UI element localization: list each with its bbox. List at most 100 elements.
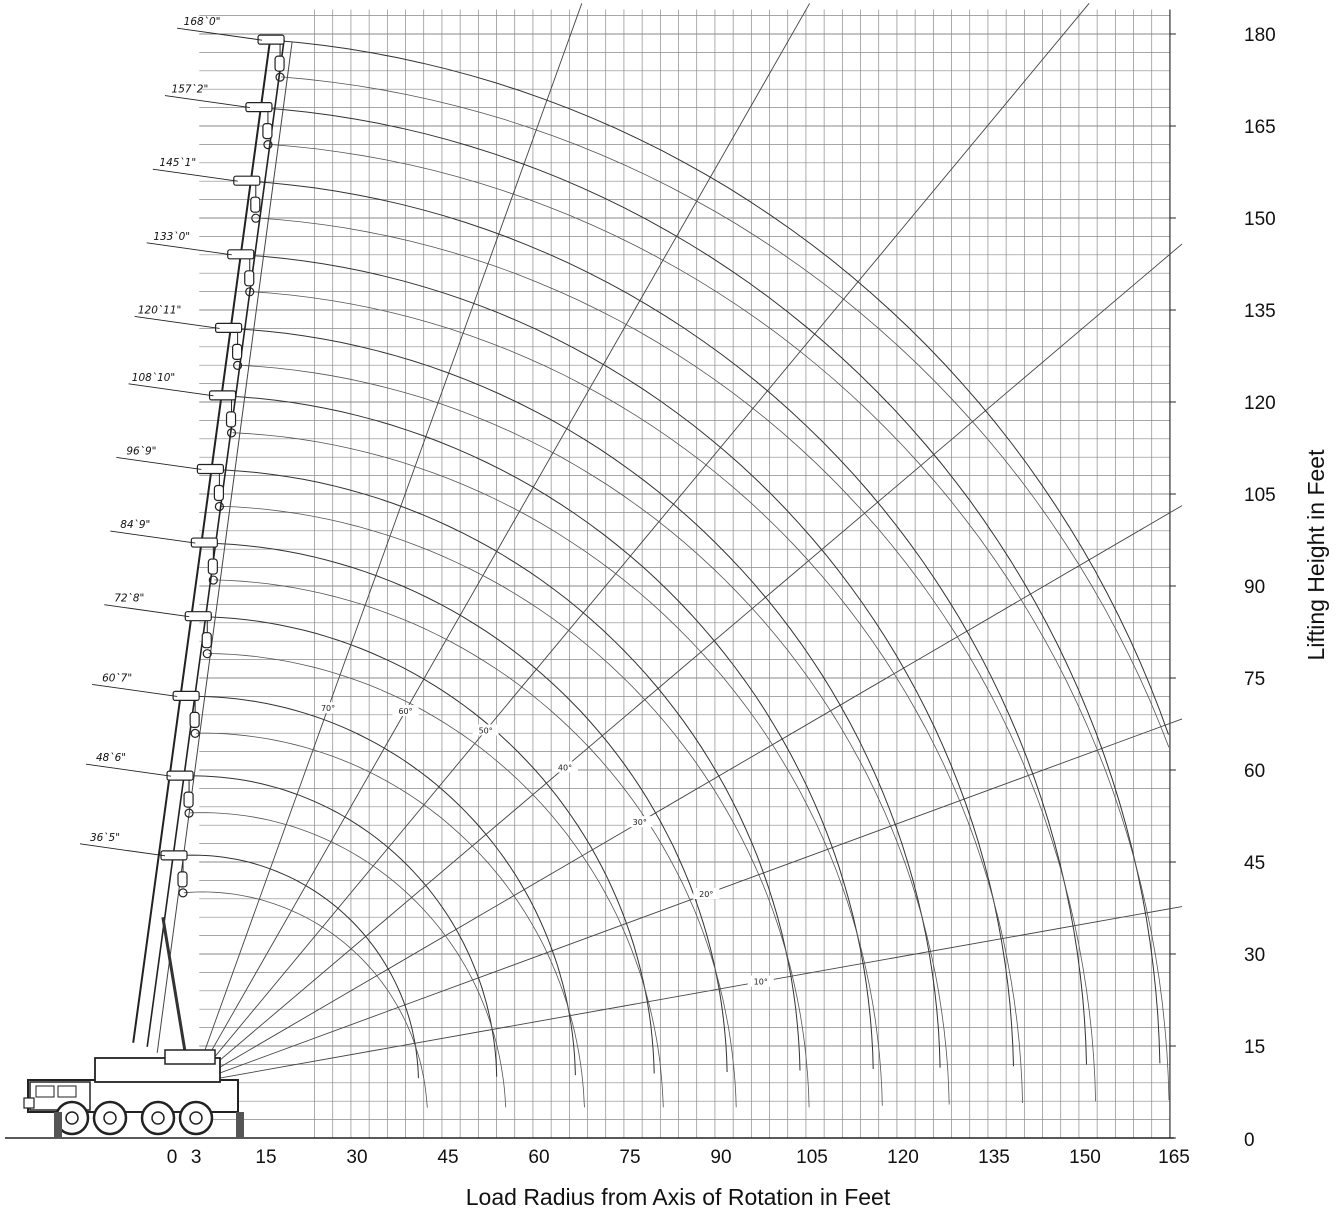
hook-arc [184,891,428,1108]
hook-block [201,632,212,649]
radius-arc [205,542,728,1073]
boom-label-leader [164,95,250,109]
boom-length-label: 48`6" [96,752,126,764]
y-tick-label: 180 [1244,25,1276,46]
boom-head [233,175,261,186]
boom-head [257,34,285,45]
boom-head [196,463,224,475]
boom-length-label: 84`9" [120,519,150,531]
wheel-hub [65,1111,79,1125]
angle-label-70: 70° [321,704,335,713]
counterweight [164,1049,216,1065]
angle-label-bg [315,702,342,714]
y-tick-label: 150 [1244,209,1276,230]
angle-line-20 [193,718,1183,1084]
hook [190,728,200,739]
boom-head [160,850,188,861]
wheel-hub [103,1111,117,1125]
luffing-cylinder [161,916,189,1065]
angle-label-60: 60° [398,707,412,716]
boom-length-label: 96`9" [126,445,156,457]
boom-label-leader [92,683,178,697]
boom-label-leader [110,530,196,544]
hook-arc [196,732,585,1108]
radius-arc [247,180,1087,1065]
y-tick-label: 165 [1244,117,1276,138]
boom-length-label: 157`2" [172,84,209,96]
radius-arc [241,254,1014,1067]
hook-arc [238,364,950,1105]
y-tick-label: 0 [1244,1130,1255,1151]
x-tick-label: 165 [1158,1147,1190,1168]
radius-arc [181,775,498,1077]
boom-label-leader [152,168,238,182]
boom-head [172,690,200,702]
angle-label-40: 40° [558,763,572,772]
boom-head [215,322,243,333]
boom-radius-arcs [174,39,1170,1108]
y-tick-label: 105 [1244,485,1276,506]
boom-length-label: 120`11" [138,304,181,316]
boom-length-labels: 168`0" 157`2" 145`1" 133`0" 120`11" 108`10" 96… [79,16,263,857]
boom-label-leader [116,457,202,470]
hook [226,428,237,438]
angle-label-bg [551,761,578,773]
x-tick-label: 60 [528,1147,549,1168]
hook-arc [268,144,1170,1101]
wheel-hub [189,1111,203,1125]
crane-illustration [23,34,293,1138]
boom-label-leader [146,242,232,256]
x-tick-label: 3 [191,1147,202,1168]
boom-length-label: 133`0" [153,231,190,243]
truck-window [57,1085,77,1098]
chart-grid [5,9,1174,1139]
hook-block [213,484,224,502]
boom-angle-lines [192,3,1183,1084]
axes: 0 3 15 30 45 60 75 90 105 120 135 150 16501530456075… [167,25,1276,1168]
front-bumper [23,1097,35,1109]
x-tick-label: 75 [619,1147,640,1168]
hook [245,287,255,297]
y-tick-label: 120 [1244,393,1276,414]
hook-arc [256,217,1096,1102]
angle-line-50 [192,3,1090,1084]
boom-length-label: 36`5" [90,832,120,844]
radius-arc [223,395,874,1070]
hook [214,501,224,512]
boom-head [208,390,237,401]
y-tick-label: 45 [1244,853,1265,874]
hook-block [225,411,237,428]
boom-label-leader [86,763,172,777]
x-tick-label: 150 [1069,1147,1101,1168]
x-tick-label: 45 [437,1147,458,1168]
hook-arc [281,76,1170,748]
boom-length-label: 145`1" [159,157,196,169]
radius-arc [211,469,801,1071]
boom-angle-labels: 70° 60° 50° 40° 30° 20° 10° [315,702,774,987]
angle-line-40 [192,243,1183,1084]
hook [178,888,188,898]
radius-arc [272,39,1169,735]
hook-block [183,791,194,808]
y-tick-label: 135 [1244,301,1276,322]
hook-arc [190,812,507,1108]
outrigger [54,1112,62,1138]
y-tick-label: 60 [1244,761,1265,782]
x-tick-label: 105 [796,1147,828,1168]
hook-block [262,122,273,140]
x-tick-label: 0 [167,1147,178,1168]
angle-label-bg [693,888,720,900]
hook [275,72,285,82]
x-tick-label: 120 [887,1147,919,1168]
boom-section-line [156,42,293,1053]
angle-label-20: 20° [699,890,713,899]
boom-length-label: 60`7" [102,672,132,684]
x-tick-label: 135 [978,1147,1010,1168]
y-tick-label: 90 [1244,577,1265,598]
hook [263,140,273,150]
angle-label-bg [626,816,653,828]
boom-length-label: 108`10" [132,372,175,384]
boom-label-leader [134,315,220,329]
angle-label-bg [392,704,419,716]
